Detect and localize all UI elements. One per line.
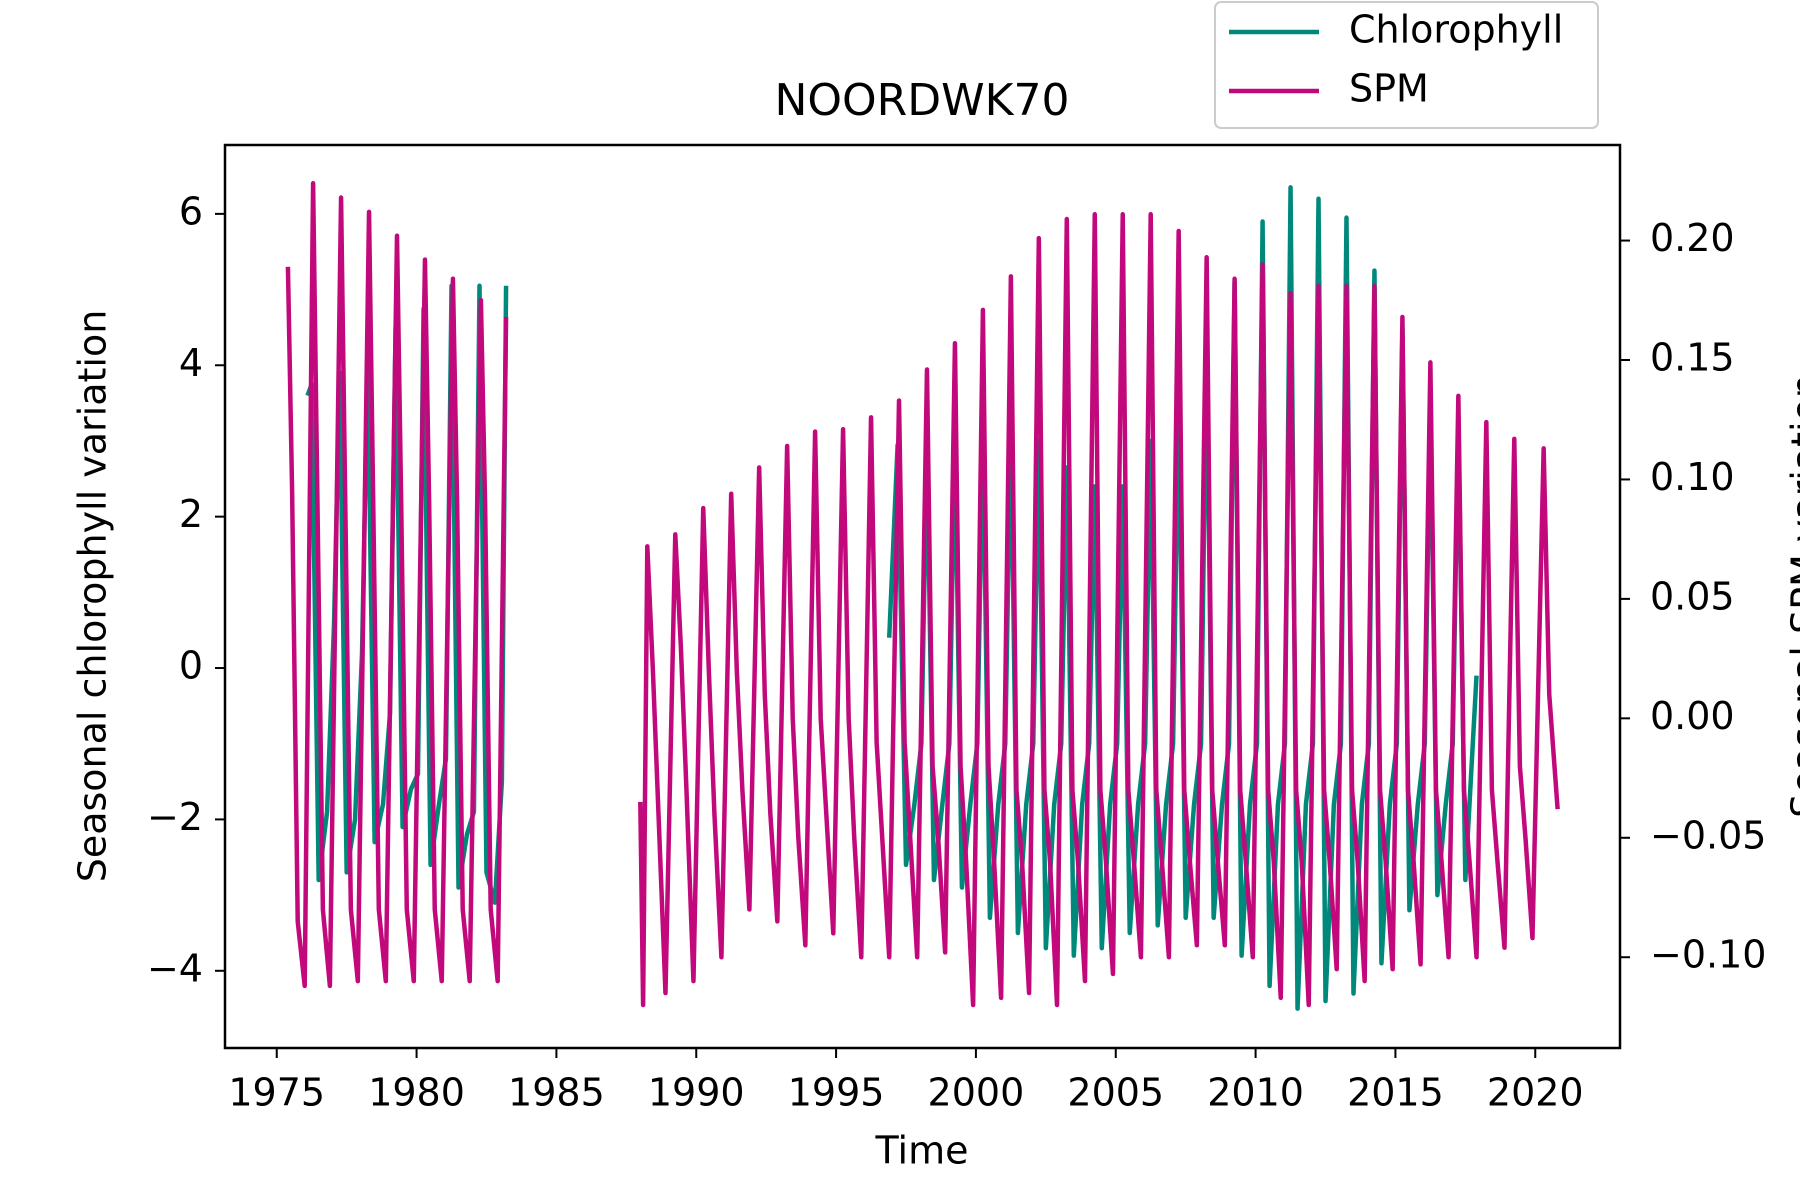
data-line xyxy=(285,180,1560,1008)
y2-tick-label: 0.00 xyxy=(1650,694,1735,738)
y2-tick-label: −0.05 xyxy=(1650,813,1766,857)
chart-title: NOORDWK70 xyxy=(775,75,1070,126)
y-tick-label: 2 xyxy=(179,492,203,536)
x-tick-label: 2020 xyxy=(1487,1071,1584,1115)
x-tick-label: 2010 xyxy=(1207,1071,1304,1115)
x-tick-label: 1975 xyxy=(228,1071,325,1115)
y2-tick-label: 0.15 xyxy=(1650,336,1735,380)
y2-tick-label: 0.05 xyxy=(1650,574,1735,618)
y2-axis-label: Seasonal SPM variation xyxy=(1784,374,1800,818)
y2-tick-label: −0.10 xyxy=(1650,933,1766,977)
plot-frame xyxy=(223,143,1622,1050)
x-tick-label: 2000 xyxy=(928,1071,1025,1115)
x-axis-label: Time xyxy=(875,1129,969,1173)
x-tick-label: 2015 xyxy=(1347,1071,1444,1115)
legend-label: SPM xyxy=(1349,67,1429,111)
legend: Chlorophyll SPM xyxy=(1214,1,1599,129)
y2-tick-label: 0.20 xyxy=(1650,216,1735,260)
y-tick-label: −2 xyxy=(147,795,203,839)
y2-tick-label: 0.10 xyxy=(1650,455,1735,499)
y-tick-label: −4 xyxy=(147,946,203,990)
x-tick-label: 1980 xyxy=(368,1071,465,1115)
x-tick-label: 1995 xyxy=(788,1071,885,1115)
y-tick-label: 0 xyxy=(179,644,203,688)
legend-label: Chlorophyll xyxy=(1349,8,1563,52)
x-tick-label: 2005 xyxy=(1067,1071,1164,1115)
y-axis-label: Seasonal chlorophyll variation xyxy=(71,310,115,883)
x-tick-label: 1985 xyxy=(508,1071,605,1115)
x-tick-label: 1990 xyxy=(648,1071,745,1115)
y-tick-label: 6 xyxy=(179,189,203,233)
y-tick-label: 4 xyxy=(179,341,203,385)
